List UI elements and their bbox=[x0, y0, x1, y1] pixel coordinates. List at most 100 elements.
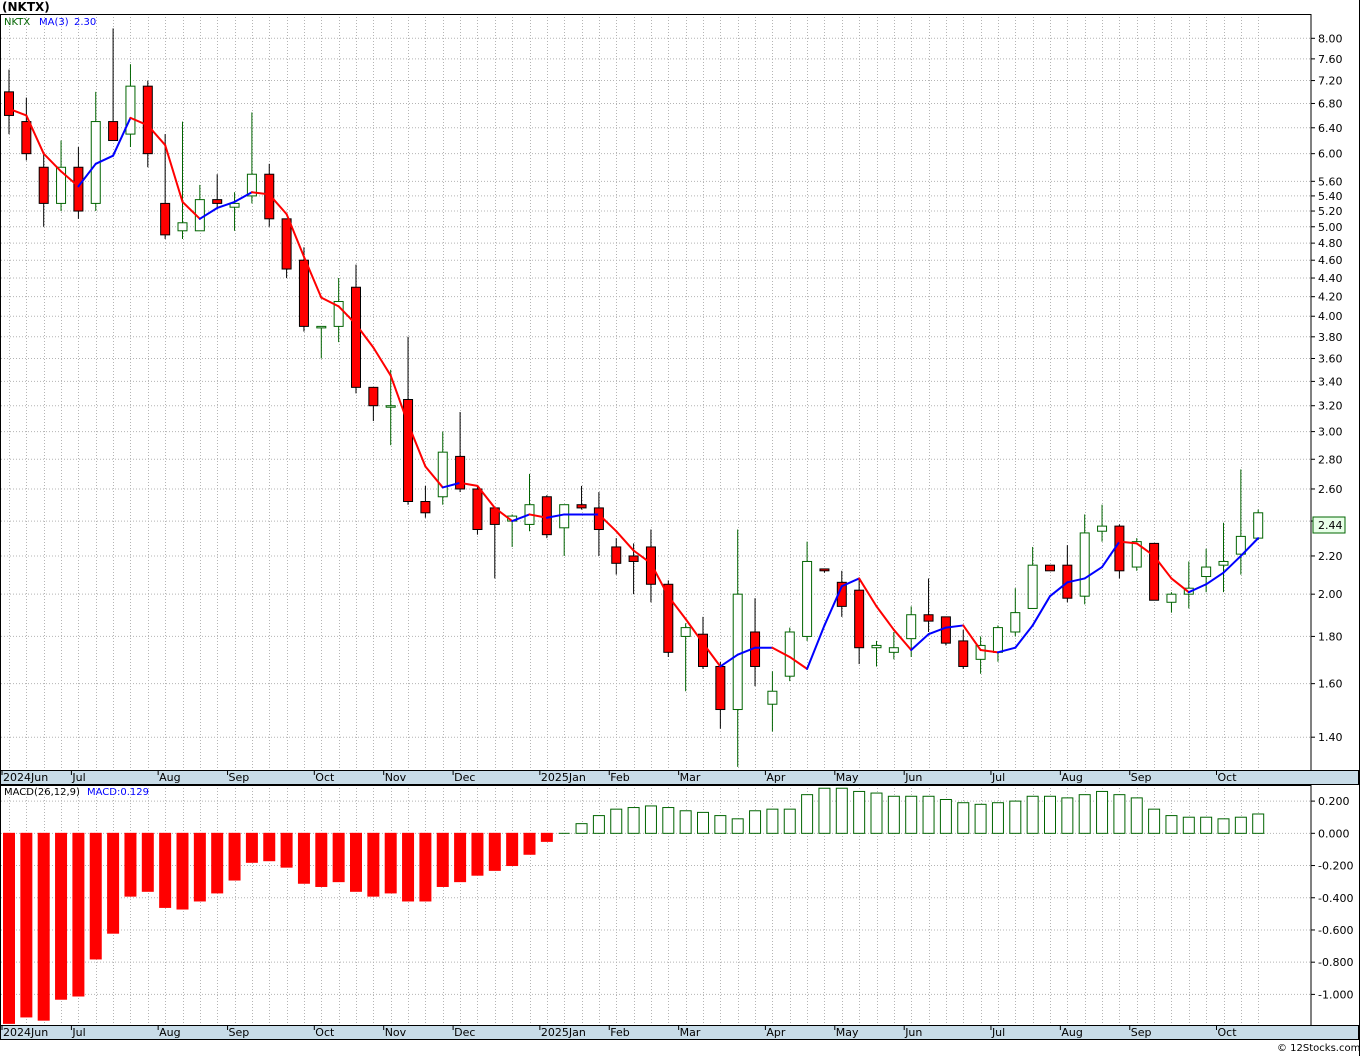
ma-segment bbox=[858, 577, 878, 608]
ma-segment bbox=[684, 617, 704, 645]
ma-segment bbox=[1101, 540, 1121, 569]
macd-bar bbox=[350, 832, 362, 892]
price-tick-label: 5.00 bbox=[1318, 221, 1343, 234]
ma-segment bbox=[181, 200, 201, 220]
macd-bar bbox=[384, 832, 397, 894]
date-label: Dec bbox=[454, 771, 475, 784]
macd-bar bbox=[957, 802, 970, 834]
candle-body bbox=[160, 202, 171, 236]
candle-body bbox=[472, 488, 483, 531]
ma-segment bbox=[1118, 540, 1138, 545]
ma-segment bbox=[8, 107, 28, 117]
macd-tick-label: -0.600 bbox=[1318, 924, 1353, 937]
ma-segment bbox=[632, 549, 652, 565]
last-price-label: 2.44 bbox=[1318, 519, 1343, 532]
date-label: Jul bbox=[71, 771, 85, 784]
candle bbox=[871, 640, 882, 667]
ma-segment bbox=[407, 422, 427, 468]
candle-body bbox=[1097, 525, 1108, 532]
macd-bar bbox=[3, 832, 15, 1024]
price-tick-label: 6.80 bbox=[1318, 97, 1343, 110]
macd-bar bbox=[1200, 816, 1213, 834]
date-label: Sep bbox=[1131, 1026, 1152, 1039]
candle bbox=[281, 218, 292, 279]
candle bbox=[108, 28, 119, 142]
candle-body bbox=[246, 173, 257, 197]
ma-segment bbox=[910, 633, 930, 652]
candle-body bbox=[455, 455, 466, 490]
price-tick-label: 8.00 bbox=[1318, 32, 1343, 45]
candle-body bbox=[732, 593, 743, 711]
macd-bar bbox=[176, 832, 189, 910]
macd-bar bbox=[124, 832, 137, 897]
price-candles bbox=[4, 28, 1264, 767]
ma-segment bbox=[42, 152, 63, 173]
macd-bar bbox=[37, 832, 50, 1021]
ma-segment bbox=[927, 626, 947, 636]
price-tick-label: 2.20 bbox=[1318, 550, 1343, 563]
macd-bar bbox=[575, 823, 588, 834]
macd-bar bbox=[853, 790, 866, 834]
ma-segment bbox=[285, 213, 305, 258]
ma-segment bbox=[1014, 624, 1034, 649]
macd-bar bbox=[835, 787, 848, 834]
candle-body bbox=[888, 647, 899, 653]
price-tick-label: 1.60 bbox=[1318, 678, 1343, 691]
macd-bar bbox=[1096, 790, 1109, 834]
candle bbox=[368, 386, 379, 422]
ma-segment bbox=[216, 200, 236, 209]
ma-segment bbox=[77, 162, 97, 188]
date-label: Nov bbox=[385, 1026, 407, 1039]
ma-segment bbox=[60, 170, 80, 188]
candle-body bbox=[1218, 560, 1229, 566]
candle bbox=[246, 112, 257, 204]
price-tick-label: 3.40 bbox=[1318, 375, 1343, 388]
ma-segment bbox=[459, 481, 479, 487]
ma-segment bbox=[996, 646, 1017, 654]
ticker-title: (NKTX) bbox=[2, 0, 50, 14]
ma-segment bbox=[94, 154, 115, 165]
ma-segment bbox=[1187, 583, 1208, 594]
ma-segment bbox=[1066, 577, 1086, 584]
ma-segment bbox=[129, 116, 149, 127]
candle bbox=[680, 623, 691, 692]
macd-bar bbox=[263, 832, 276, 862]
candle bbox=[923, 578, 934, 632]
candle-body bbox=[385, 405, 396, 408]
date-label: May bbox=[836, 771, 859, 784]
macd-tick-label: -0.800 bbox=[1318, 956, 1353, 969]
ma-segment bbox=[875, 605, 895, 631]
macd-tick-label: -1.000 bbox=[1318, 988, 1353, 1001]
date-label: 2025Jan bbox=[541, 1026, 586, 1039]
date-label: Jul bbox=[991, 1026, 1005, 1039]
ma-segment bbox=[615, 530, 635, 552]
ma-segment bbox=[788, 655, 809, 670]
date-label: Jul bbox=[991, 771, 1005, 784]
last-price-box bbox=[1312, 516, 1346, 534]
candle bbox=[472, 485, 483, 535]
date-label: Dec bbox=[454, 1026, 475, 1039]
candle-body bbox=[975, 644, 986, 660]
price-tick-label: 6.00 bbox=[1318, 148, 1343, 161]
macd-bar bbox=[540, 832, 553, 842]
date-label: May bbox=[836, 1026, 859, 1039]
ma-segment bbox=[528, 513, 548, 519]
candle bbox=[1010, 588, 1021, 637]
candle bbox=[888, 631, 899, 660]
candle-body bbox=[645, 546, 656, 585]
macd-bar bbox=[801, 794, 814, 834]
date-label: Apr bbox=[766, 771, 786, 784]
ma-segment bbox=[1170, 577, 1190, 594]
macd-bar bbox=[436, 832, 449, 887]
macd-bar bbox=[974, 803, 987, 834]
macd-bar bbox=[887, 795, 900, 834]
candle bbox=[940, 616, 951, 646]
candle-body bbox=[108, 121, 119, 142]
candle-body bbox=[1149, 542, 1160, 601]
candle-body bbox=[21, 121, 32, 155]
ma-segment bbox=[702, 642, 722, 668]
ma-segment bbox=[372, 346, 392, 377]
candle-body bbox=[854, 589, 865, 649]
macd-bar bbox=[1165, 815, 1178, 834]
macd-bar bbox=[228, 832, 241, 881]
